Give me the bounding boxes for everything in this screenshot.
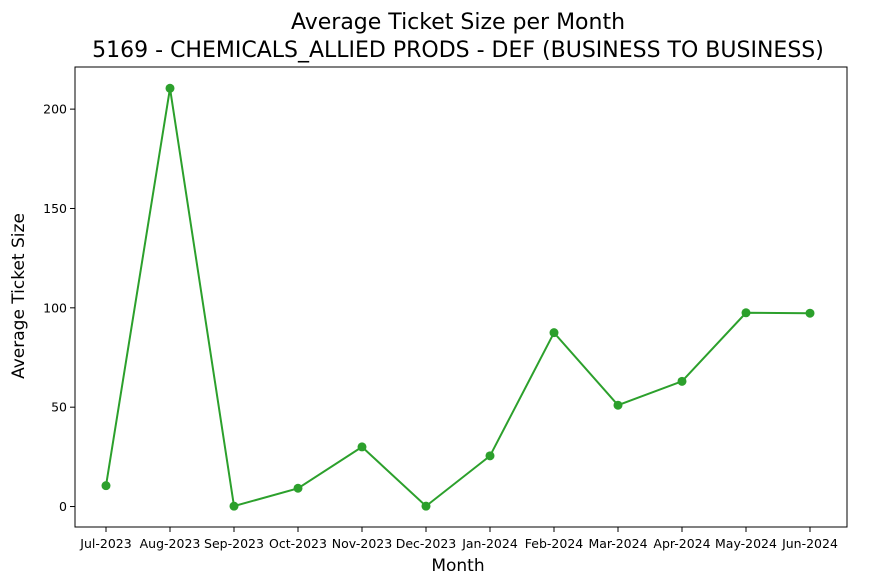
x-tick-label: Feb-2024 [525, 536, 584, 551]
y-tick-label: 150 [43, 201, 67, 216]
data-point [485, 451, 495, 461]
y-tick-label: 100 [43, 300, 67, 315]
x-axis-label: Month [431, 556, 484, 576]
x-tick-label: Jun-2024 [781, 536, 838, 551]
y-tick-label: 0 [59, 499, 67, 514]
x-tick-label: Nov-2023 [332, 536, 392, 551]
x-tick-label: Apr-2024 [653, 536, 710, 551]
data-point [421, 501, 431, 511]
plot-frame [74, 66, 848, 528]
data-point [165, 83, 175, 93]
x-tick-label: Jul-2023 [79, 536, 131, 551]
x-tick-label: Oct-2023 [269, 536, 327, 551]
y-tick-label: 200 [43, 102, 67, 117]
x-axis-ticks: Jul-2023 Aug-2023 Sep-2023 Oct-2023 Nov-2023… [79, 527, 838, 551]
y-tick-label: 50 [51, 400, 67, 415]
chart-subtitle: 5169 - CHEMICALS_ALLIED PRODS - DEF (BUS… [92, 38, 824, 63]
y-axis-label: Average Ticket Size [9, 213, 29, 379]
data-point [549, 328, 559, 338]
data-point [293, 483, 303, 493]
data-point [613, 400, 623, 410]
x-tick-label: Sep-2023 [204, 536, 264, 551]
chart-title: Average Ticket Size per Month [291, 10, 625, 35]
series-line [105, 88, 811, 508]
data-point [741, 308, 751, 318]
x-tick-label: Mar-2024 [588, 536, 647, 551]
x-tick-label: May-2024 [715, 536, 777, 551]
data-point [101, 481, 111, 491]
data-point [357, 442, 367, 452]
data-point [805, 308, 815, 318]
series-points [101, 83, 815, 511]
x-tick-label: Jan-2024 [461, 536, 518, 551]
x-tick-label: Dec-2023 [396, 536, 457, 551]
x-tick-label: Aug-2023 [140, 536, 201, 551]
data-point [229, 501, 239, 511]
y-axis-ticks: 0 50 100 150 200 [43, 102, 75, 514]
data-point [677, 376, 687, 386]
